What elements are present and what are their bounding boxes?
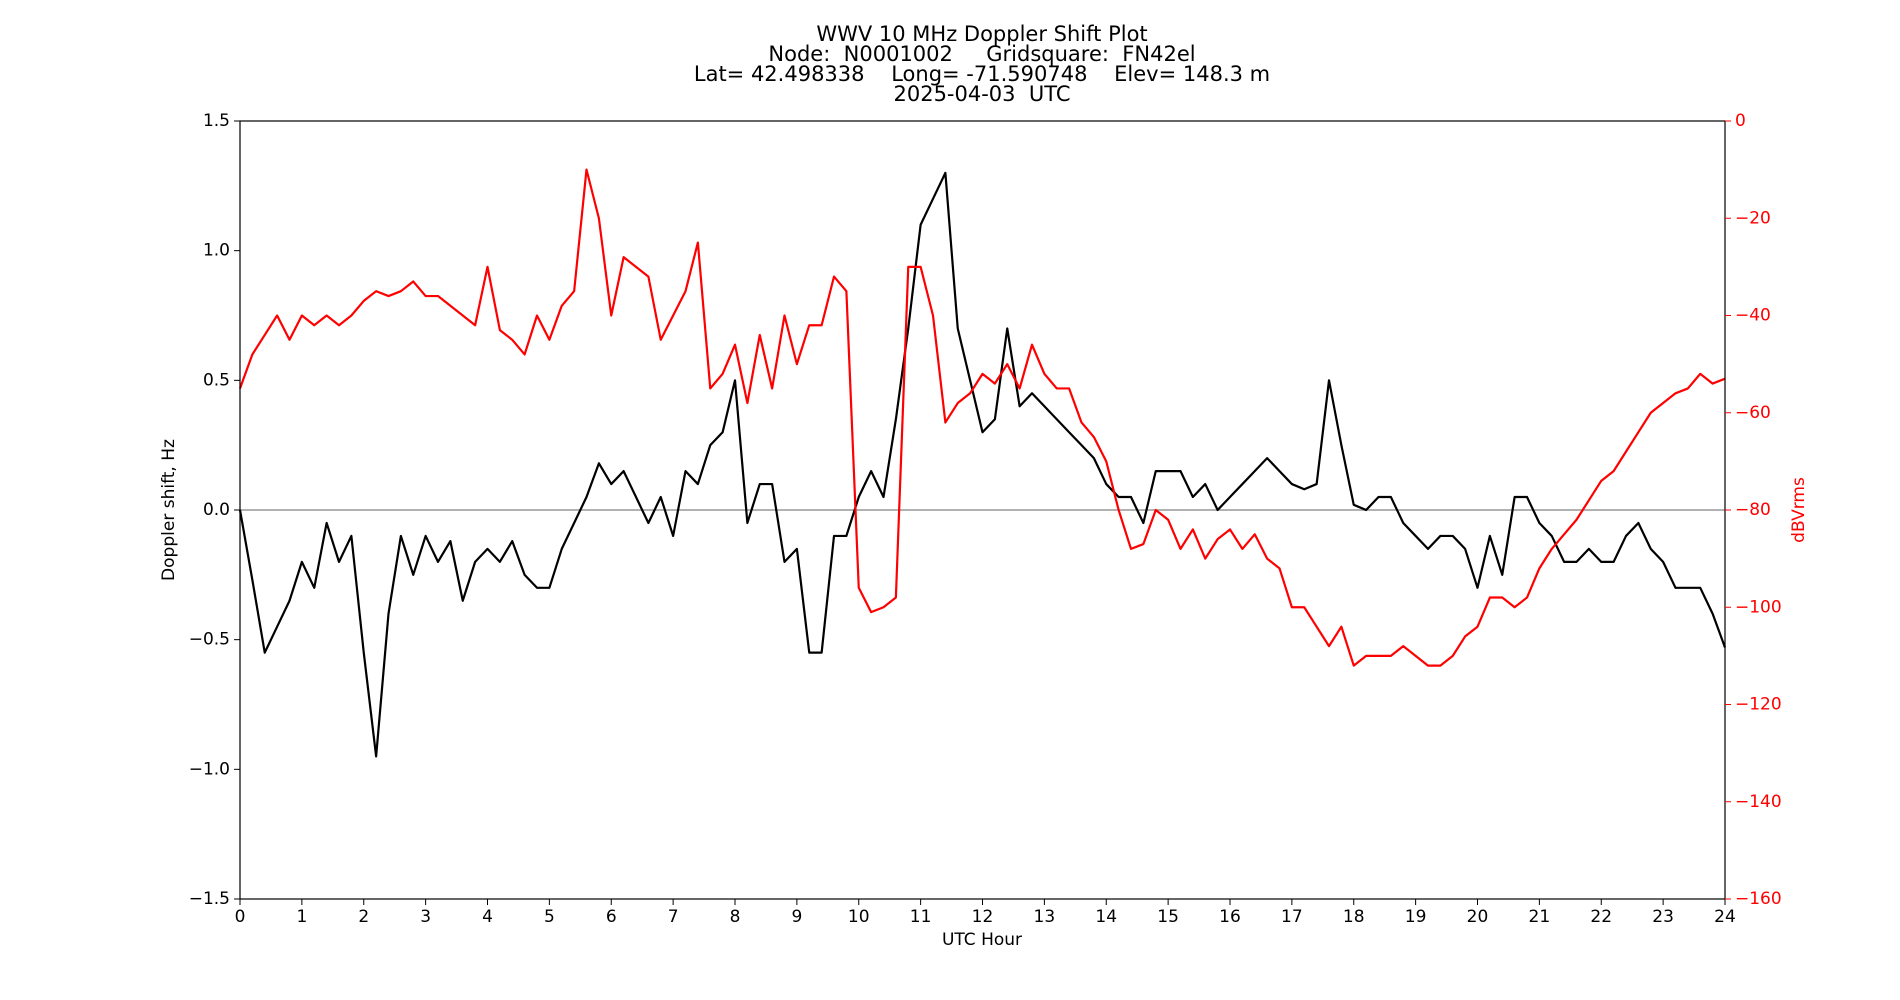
x-tick-label: 6 (606, 907, 617, 927)
x-tick-label: 5 (544, 907, 555, 927)
x-tick-label: 15 (1157, 907, 1179, 927)
series-line (238, 171, 1727, 758)
x-tick-label: 13 (1034, 907, 1056, 927)
y2-axis-label: dBVrms (1789, 477, 1809, 543)
x-tick-label: 19 (1405, 907, 1427, 927)
title-line: WWV 10 MHz Doppler Shift Plot (816, 22, 1147, 46)
x-tick-label: 20 (1467, 907, 1489, 927)
x-tick-label: 23 (1652, 907, 1674, 927)
x-tick-label: 22 (1590, 907, 1612, 927)
y2-tick-label: −40 (1735, 306, 1771, 326)
x-tick-label: 1 (296, 907, 307, 927)
x-tick-label: 11 (910, 907, 932, 927)
y-tick-label: −0.5 (189, 630, 230, 650)
x-tick-label: 0 (235, 907, 246, 927)
series-line (238, 168, 1726, 667)
y-axis-label: Doppler shift, Hz (159, 439, 179, 581)
x-tick-label: 10 (848, 907, 870, 927)
x-tick-label: 17 (1281, 907, 1303, 927)
x-tick-label: 21 (1529, 907, 1551, 927)
y2-tick-label: −160 (1735, 889, 1782, 909)
y2-tick-label: −60 (1735, 403, 1771, 423)
title-line: Lat= 42.498338 Long= -71.590748 Elev= 14… (694, 62, 1270, 86)
x-tick-label: 9 (791, 907, 802, 927)
x-tick-label: 12 (972, 907, 994, 927)
x-axis-label: UTC Hour (942, 930, 1022, 950)
y-tick-label: −1.5 (189, 889, 230, 909)
x-tick-label: 16 (1219, 907, 1241, 927)
y2-tick-label: −80 (1735, 500, 1771, 520)
y-tick-label: −1.0 (189, 759, 230, 779)
y-tick-label: 0.5 (203, 370, 230, 390)
title-line: Node: N0001002 Gridsquare: FN42el (768, 42, 1195, 66)
y2-tick-label: −140 (1735, 792, 1782, 812)
x-tick-label: 24 (1714, 907, 1736, 927)
y2-tick-label: −20 (1735, 208, 1771, 228)
title-line: 2025-04-03 UTC (893, 82, 1070, 106)
x-tick-label: 18 (1343, 907, 1365, 927)
x-tick-label: 3 (420, 907, 431, 927)
y2-tick-label: −120 (1735, 695, 1782, 715)
x-tick-label: 7 (668, 907, 679, 927)
y2-tick-label: 0 (1735, 111, 1746, 131)
x-tick-label: 4 (482, 907, 493, 927)
y2-tick-label: −100 (1735, 597, 1782, 617)
y-tick-label: 0.0 (203, 500, 230, 520)
x-tick-label: 8 (730, 907, 741, 927)
x-tick-label: 2 (358, 907, 369, 927)
y-tick-label: 1.5 (203, 111, 230, 131)
x-tick-label: 14 (1095, 907, 1117, 927)
y-tick-label: 1.0 (203, 241, 230, 261)
